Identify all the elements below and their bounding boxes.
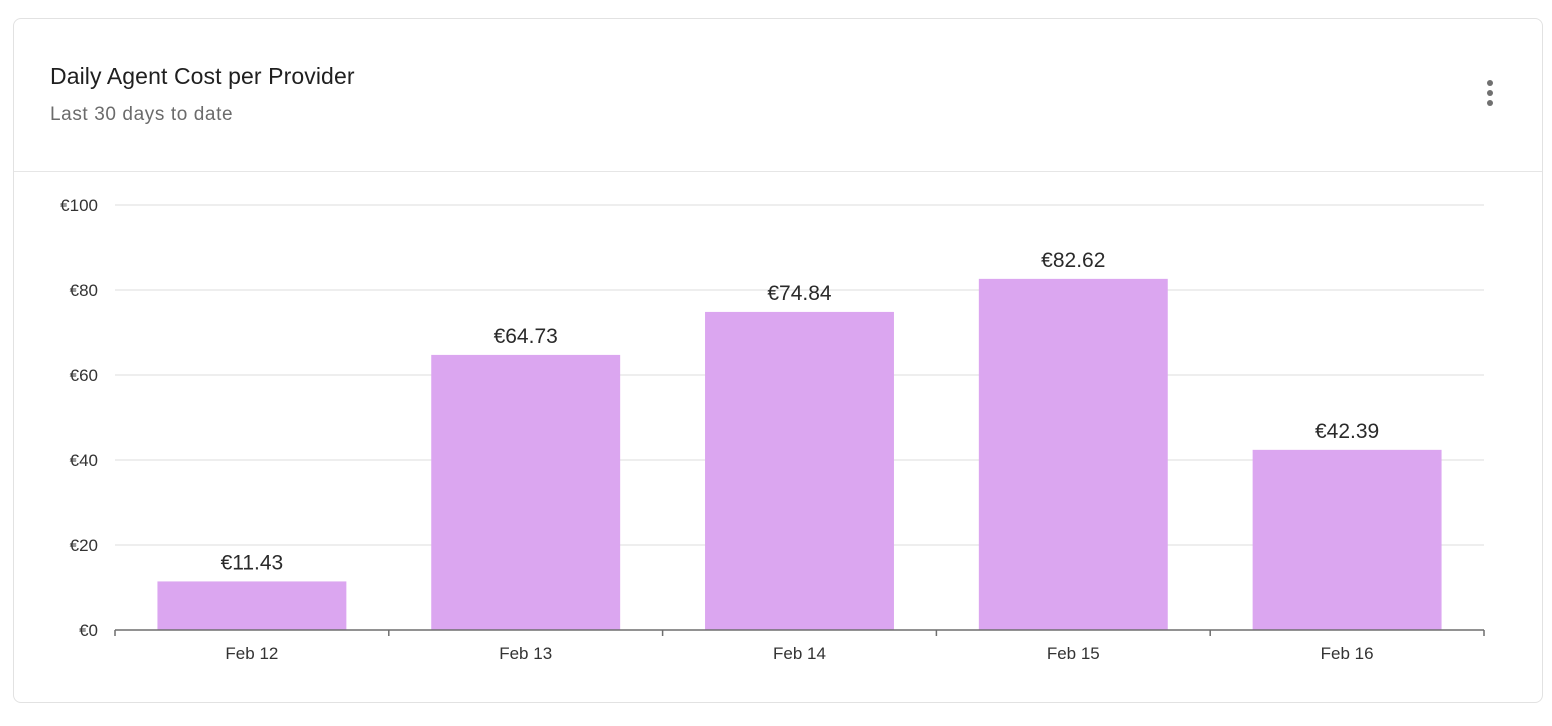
bar-feb-13[interactable] xyxy=(431,354,621,630)
more-vertical-icon-dot xyxy=(1487,90,1493,96)
more-options-button[interactable] xyxy=(1478,75,1502,111)
card-subtitle: Last 30 days to date xyxy=(50,104,234,125)
x-tick-label: Feb 13 xyxy=(499,644,552,663)
bar-data-label: €42.39 xyxy=(1315,420,1379,443)
bar-data-label: €74.84 xyxy=(767,282,832,305)
more-vertical-icon xyxy=(1487,80,1493,86)
x-tick-label: Feb 14 xyxy=(773,644,826,663)
bar-data-label: €64.73 xyxy=(494,325,558,348)
x-axis-labels: Feb 12 Feb 13 Feb 14 Feb 15 Feb 16 xyxy=(225,644,1373,663)
y-tick-label: €60 xyxy=(70,366,98,385)
bar-feb-12[interactable] xyxy=(157,581,347,630)
y-tick-label: €0 xyxy=(79,621,98,640)
x-tick-label: Feb 16 xyxy=(1321,644,1374,663)
y-axis-labels: €0 €20 €40 €60 €80 €100 xyxy=(60,196,98,640)
bar-data-label: €82.62 xyxy=(1041,249,1105,272)
y-tick-label: €100 xyxy=(60,196,98,215)
card-header: Daily Agent Cost per Provider Last 30 da… xyxy=(14,19,1542,172)
y-tick-label: €80 xyxy=(70,281,98,300)
y-tick-label: €40 xyxy=(70,451,98,470)
more-vertical-icon-dot xyxy=(1487,100,1493,106)
card-title: Daily Agent Cost per Provider xyxy=(50,63,355,89)
y-tick-label: €20 xyxy=(70,536,98,555)
bar-data-label: €11.43 xyxy=(221,551,284,574)
bars xyxy=(157,278,1442,630)
x-tick-label: Feb 15 xyxy=(1047,644,1100,663)
bar-feb-15[interactable] xyxy=(978,278,1168,630)
data-labels: €11.43 €64.73 €74.84 €82.62 €42.39 xyxy=(221,249,1380,575)
bar-feb-14[interactable] xyxy=(705,311,894,630)
x-tick-label: Feb 12 xyxy=(225,644,278,663)
x-axis xyxy=(114,629,1485,636)
bar-feb-16[interactable] xyxy=(1252,449,1442,630)
